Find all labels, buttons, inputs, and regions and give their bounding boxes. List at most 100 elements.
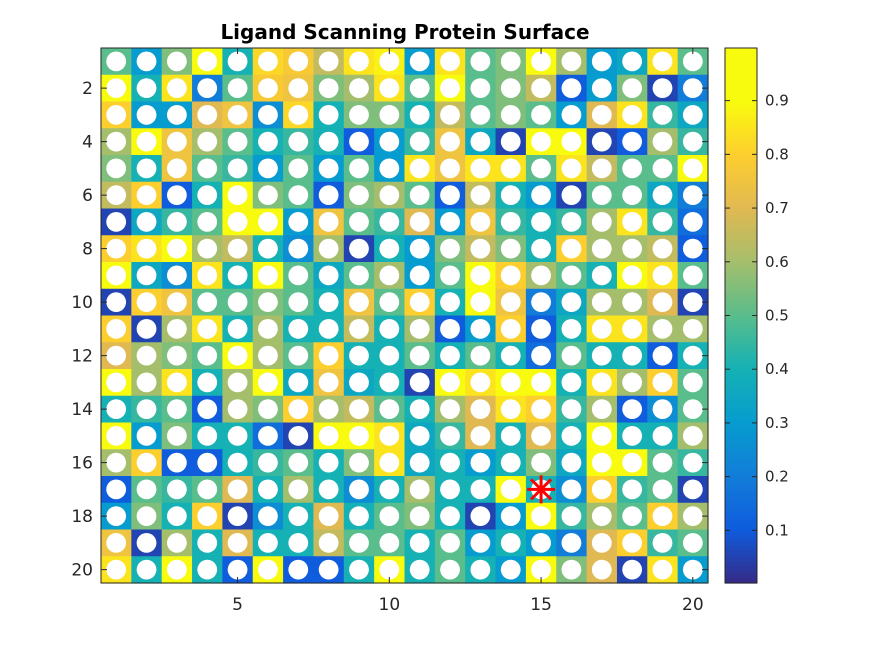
grid-dot — [682, 425, 703, 446]
grid-dot — [500, 559, 521, 580]
colorbar-segment — [725, 152, 757, 158]
grid-dot — [561, 104, 582, 125]
grid-dot — [409, 211, 430, 232]
grid-dot — [197, 372, 218, 393]
colorbar-segment — [725, 378, 757, 383]
grid-dot — [227, 78, 248, 99]
colorbar-tick-label: 0.6 — [765, 253, 789, 271]
grid-dot — [136, 292, 157, 313]
grid-dot — [440, 372, 460, 393]
grid-dot — [227, 399, 248, 420]
grid-dot — [379, 345, 400, 366]
grid-dot — [197, 104, 218, 125]
colorbar-segment — [725, 328, 757, 333]
grid-dot — [258, 399, 278, 420]
grid-dot — [318, 265, 339, 286]
colorbar-tick-label: 0.7 — [765, 199, 789, 217]
colorbar-segment — [725, 256, 757, 262]
grid-dot — [500, 506, 521, 527]
target-marker — [527, 475, 556, 504]
grid-dot — [561, 345, 582, 366]
grid-dot — [349, 131, 369, 152]
grid-dot — [591, 318, 612, 339]
grid-dot — [318, 158, 339, 179]
colorbar-segment — [725, 386, 757, 392]
colorbar-segment — [725, 553, 757, 559]
grid-dot — [652, 479, 673, 500]
colorbar-segment — [725, 332, 757, 337]
colorbar-segment — [725, 127, 757, 133]
grid-dot — [591, 292, 612, 313]
grid-dot — [531, 559, 551, 580]
grid-dot — [318, 345, 339, 366]
grid-dot — [349, 345, 369, 366]
y-tick-label: 2 — [82, 79, 93, 99]
grid-dot — [440, 559, 460, 580]
grid-dot — [166, 452, 187, 473]
grid-dot — [349, 51, 369, 72]
grid-dot — [682, 559, 703, 580]
grid-dot — [591, 506, 612, 527]
grid-dot — [166, 292, 187, 313]
grid-dot — [106, 265, 127, 286]
colorbar-segment — [725, 165, 757, 170]
grid-dot — [561, 211, 582, 232]
grid-dot — [409, 372, 430, 393]
grid-dot — [106, 399, 127, 420]
grid-dot — [500, 104, 521, 125]
grid-dot — [349, 318, 369, 339]
grid-dot — [349, 78, 369, 99]
grid-dot — [409, 452, 430, 473]
colorbar-segment — [725, 344, 757, 350]
grid-dot — [197, 51, 218, 72]
grid-dot — [531, 131, 551, 152]
grid-dot — [288, 506, 309, 527]
grid-dot — [531, 78, 551, 99]
grid-dot — [500, 479, 521, 500]
colorbar-segment — [725, 211, 757, 216]
colorbar-segment — [725, 202, 757, 208]
grid-dot — [288, 318, 309, 339]
colorbar-segment — [725, 507, 757, 513]
grid-dot — [227, 425, 248, 446]
grid-dot — [136, 78, 157, 99]
y-tick-label: 10 — [71, 293, 93, 313]
grid-dot — [652, 532, 673, 553]
grid-dot — [379, 185, 400, 206]
grid-dot — [166, 185, 187, 206]
grid-dot — [561, 532, 582, 553]
grid-dot — [622, 532, 643, 553]
grid-dot — [258, 265, 278, 286]
grid-dot — [622, 479, 643, 500]
colorbar-segment — [725, 432, 757, 438]
colorbar-segment — [725, 81, 757, 87]
grid-dot — [379, 51, 400, 72]
grid-dot — [258, 238, 278, 259]
grid-dot — [470, 158, 491, 179]
grid-dot — [500, 185, 521, 206]
grid-dot — [258, 372, 278, 393]
grid-dot — [106, 131, 127, 152]
grid-dot — [166, 211, 187, 232]
grid-dot — [227, 452, 248, 473]
grid-dot — [349, 532, 369, 553]
grid-dot — [591, 185, 612, 206]
grid-dot — [258, 479, 278, 500]
colorbar-segment — [725, 98, 757, 103]
grid-dot — [379, 238, 400, 259]
grid-dot — [166, 345, 187, 366]
grid-dot — [682, 318, 703, 339]
colorbar-segment — [725, 181, 757, 187]
colorbar-segment — [725, 478, 757, 484]
grid-dot — [379, 131, 400, 152]
grid-dot — [136, 452, 157, 473]
colorbar-segment — [725, 403, 757, 409]
grid-dot — [470, 265, 491, 286]
grid-dot — [197, 479, 218, 500]
grid-dot — [227, 345, 248, 366]
colorbar-segment — [725, 311, 757, 317]
colorbar-segment — [725, 336, 757, 342]
grid-dot — [531, 345, 551, 366]
colorbar-segment — [725, 570, 757, 576]
grid-dot — [288, 51, 309, 72]
